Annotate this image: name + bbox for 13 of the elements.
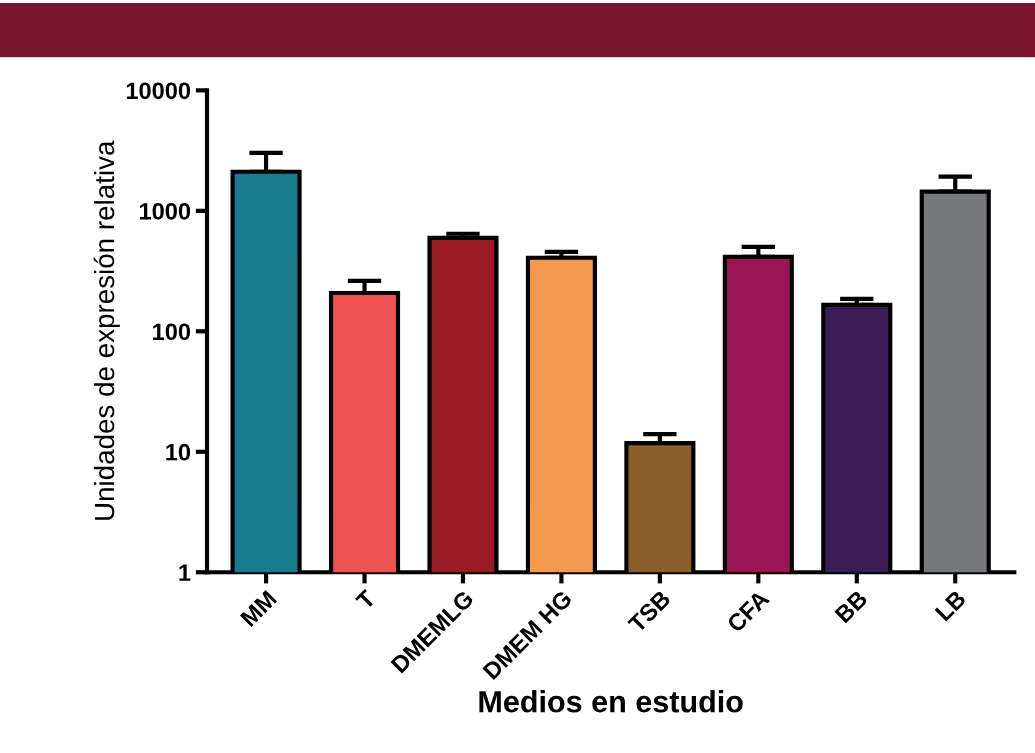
x-axis-title: Medios en estudio bbox=[479, 690, 743, 713]
y-tick-label: 10000 bbox=[126, 82, 191, 100]
x-tick-label: TSB bbox=[627, 589, 672, 634]
x-tick-label: MM bbox=[239, 589, 278, 628]
y-tick-label: 1000 bbox=[139, 202, 191, 220]
y-axis-title: Unidades de expresión relativa bbox=[93, 140, 120, 520]
y-tick-label: 10 bbox=[166, 443, 191, 461]
x-tick-label: BB bbox=[834, 589, 869, 624]
x-tick-label: T bbox=[355, 589, 377, 611]
y-tick-label: 100 bbox=[153, 323, 191, 341]
x-tick-label: CFA bbox=[726, 589, 771, 634]
y-tick-label: 1 bbox=[179, 564, 191, 581]
x-tick-label: LB bbox=[934, 589, 967, 622]
